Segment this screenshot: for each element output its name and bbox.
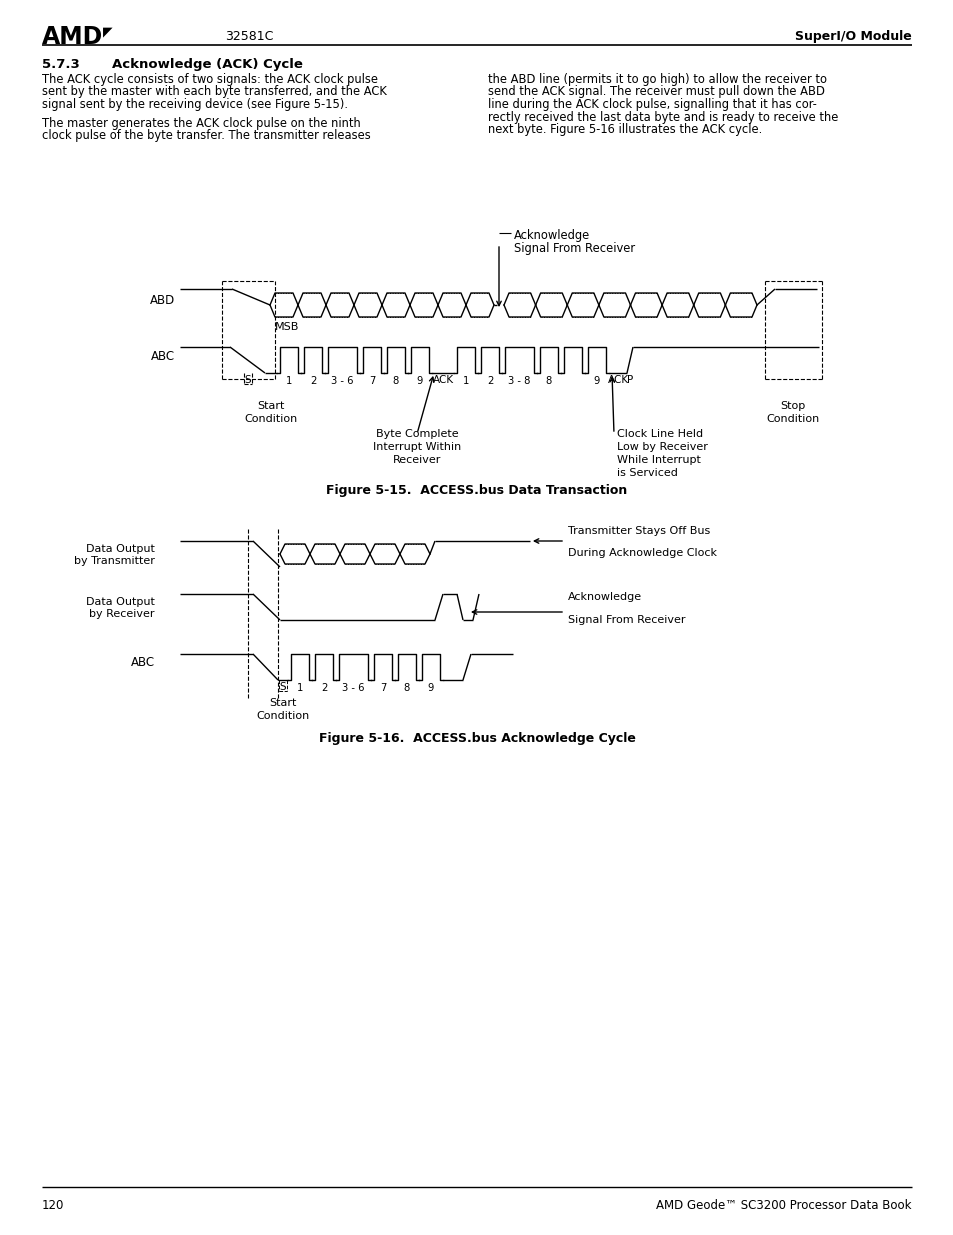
Text: 3 - 6: 3 - 6 (331, 375, 354, 387)
Text: 7: 7 (379, 683, 386, 693)
Text: Signal From Receiver: Signal From Receiver (514, 242, 635, 254)
Text: 1: 1 (462, 375, 469, 387)
Text: line during the ACK clock pulse, signalling that it has cor-: line during the ACK clock pulse, signall… (488, 98, 816, 111)
Text: Acknowledge: Acknowledge (567, 592, 641, 601)
Text: Condition: Condition (244, 414, 297, 424)
Text: clock pulse of the byte transfer. The transmitter releases: clock pulse of the byte transfer. The tr… (42, 128, 371, 142)
Text: Receiver: Receiver (393, 454, 440, 466)
Text: SuperI/O Module: SuperI/O Module (795, 30, 911, 43)
Text: While Interrupt: While Interrupt (617, 454, 700, 466)
Text: 1: 1 (286, 375, 292, 387)
Text: 8: 8 (393, 375, 398, 387)
Text: 8: 8 (545, 375, 552, 387)
Text: rectly received the last data byte and is ready to receive the: rectly received the last data byte and i… (488, 110, 838, 124)
Text: Byte Complete: Byte Complete (375, 429, 457, 438)
Text: 9: 9 (427, 683, 434, 693)
Text: ABC: ABC (131, 657, 154, 669)
Text: send the ACK signal. The receiver must pull down the ABD: send the ACK signal. The receiver must p… (488, 85, 824, 99)
Text: Transmitter Stays Off Bus: Transmitter Stays Off Bus (567, 526, 709, 536)
Text: Start: Start (257, 401, 284, 411)
Text: Acknowledge (ACK) Cycle: Acknowledge (ACK) Cycle (112, 58, 302, 70)
Text: 3 - 8: 3 - 8 (508, 375, 530, 387)
Text: Clock Line Held: Clock Line Held (617, 429, 702, 438)
Text: 2: 2 (486, 375, 493, 387)
Text: ACK: ACK (607, 375, 628, 385)
Text: by Receiver: by Receiver (90, 609, 154, 619)
Text: the ABD line (permits it to go high) to allow the receiver to: the ABD line (permits it to go high) to … (488, 73, 826, 86)
Text: MSB: MSB (274, 322, 299, 332)
Text: 7: 7 (369, 375, 375, 387)
Text: 120: 120 (42, 1199, 64, 1212)
Text: 2: 2 (320, 683, 327, 693)
Text: The ACK cycle consists of two signals: the ACK clock pulse: The ACK cycle consists of two signals: t… (42, 73, 377, 86)
Text: Data Output: Data Output (86, 597, 154, 606)
Text: The master generates the ACK clock pulse on the ninth: The master generates the ACK clock pulse… (42, 116, 360, 130)
Text: AMD: AMD (42, 25, 103, 49)
Text: 1: 1 (296, 683, 303, 693)
Text: Figure 5-16.  ACCESS.bus Acknowledge Cycle: Figure 5-16. ACCESS.bus Acknowledge Cycl… (318, 732, 635, 745)
Text: Signal From Receiver: Signal From Receiver (567, 615, 685, 625)
Text: ◤: ◤ (103, 25, 112, 38)
Text: Stop: Stop (780, 401, 804, 411)
Text: Low by Receiver: Low by Receiver (617, 442, 707, 452)
Text: 9: 9 (593, 375, 599, 387)
Text: Figure 5-15.  ACCESS.bus Data Transaction: Figure 5-15. ACCESS.bus Data Transaction (326, 484, 627, 496)
Text: Interrupt Within: Interrupt Within (373, 442, 460, 452)
Text: 9: 9 (416, 375, 423, 387)
Text: next byte. Figure 5-16 illustrates the ACK cycle.: next byte. Figure 5-16 illustrates the A… (488, 124, 761, 136)
Text: 8: 8 (403, 683, 410, 693)
Text: Condition: Condition (256, 711, 310, 721)
Text: 3 - 6: 3 - 6 (342, 683, 364, 693)
Text: sent by the master with each byte transferred, and the ACK: sent by the master with each byte transf… (42, 85, 387, 99)
Text: During Acknowledge Clock: During Acknowledge Clock (567, 548, 717, 558)
Text: signal sent by the receiving device (see Figure 5-15).: signal sent by the receiving device (see… (42, 98, 348, 111)
Text: 32581C: 32581C (225, 30, 274, 43)
Text: Start: Start (269, 698, 296, 708)
Text: Acknowledge: Acknowledge (514, 228, 590, 242)
Text: by Transmitter: by Transmitter (74, 556, 154, 566)
Text: ABD: ABD (150, 294, 174, 308)
Text: ABC: ABC (151, 350, 174, 363)
Text: 5.7.3: 5.7.3 (42, 58, 80, 70)
Text: ACK: ACK (432, 375, 453, 385)
Text: Condition: Condition (765, 414, 819, 424)
Text: S: S (244, 375, 251, 385)
Text: Data Output: Data Output (86, 543, 154, 555)
Text: P: P (626, 375, 633, 385)
Text: is Serviced: is Serviced (617, 468, 678, 478)
Text: AMD Geode™ SC3200 Processor Data Book: AMD Geode™ SC3200 Processor Data Book (656, 1199, 911, 1212)
Text: S: S (279, 682, 286, 692)
Text: 2: 2 (310, 375, 315, 387)
